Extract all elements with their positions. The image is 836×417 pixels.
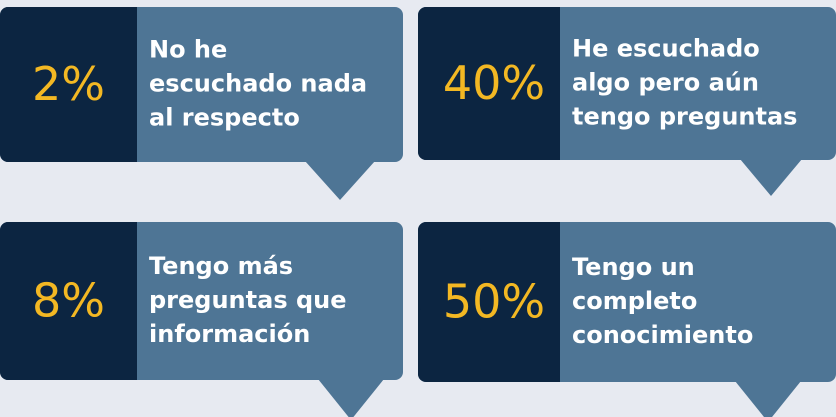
card-dark — [0, 222, 137, 380]
callout-card: 2% No he escuchado nada al respecto — [0, 7, 403, 200]
card-text: preguntas que — [149, 286, 347, 314]
callout-card: 50% Tengo un completo conocimiento — [418, 222, 836, 417]
percent: 8% — [32, 274, 105, 328]
card-dark — [0, 7, 137, 162]
percent: 50% — [443, 275, 545, 329]
percent: 2% — [32, 57, 105, 111]
card-text: al respecto — [149, 104, 300, 132]
card-text: conocimiento — [572, 321, 753, 349]
card-text: Tengo más — [149, 252, 293, 280]
card-text: He escuchado — [572, 35, 760, 63]
card-text: No he — [149, 36, 227, 64]
card-text: tengo preguntas — [572, 103, 797, 131]
callout-card: 8% Tengo más preguntas que información — [0, 222, 403, 417]
card-text: información — [149, 320, 310, 348]
card-pointer — [318, 379, 384, 417]
card-pointer — [740, 159, 802, 196]
card-text: completo — [572, 287, 697, 315]
card-text: escuchado nada — [149, 70, 367, 98]
card-text: Tengo un — [572, 253, 695, 281]
card-pointer — [735, 381, 801, 417]
percent: 40% — [443, 56, 545, 110]
card-text: algo pero aún — [572, 69, 759, 97]
callout-card: 40% He escuchado algo pero aún tengo pregun… — [418, 7, 836, 196]
card-dark — [418, 222, 560, 382]
card-pointer — [305, 161, 375, 200]
card-dark — [418, 7, 560, 160]
